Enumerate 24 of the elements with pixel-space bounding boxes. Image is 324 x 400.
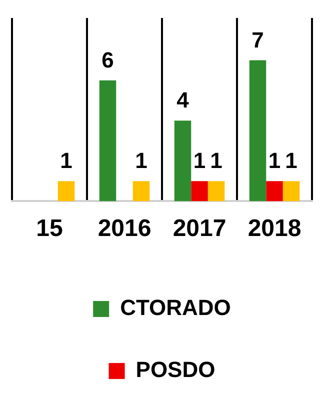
bar [99, 80, 116, 202]
data-label: 6 [102, 47, 114, 72]
data-label: 1 [268, 148, 281, 174]
bar [58, 181, 75, 202]
data-label: 1 [210, 148, 222, 174]
data-label: 1 [285, 148, 298, 174]
x-tick-label: 15 [36, 215, 63, 242]
data-label: 7 [252, 27, 264, 52]
x-tick-label: 2017 [172, 215, 226, 242]
x-tick-label: 2016 [98, 215, 152, 242]
bar [191, 181, 208, 202]
x-tick-label: 2018 [248, 215, 302, 242]
legend-label: CTORADO [120, 295, 231, 320]
data-label: 1 [60, 148, 72, 174]
bar [249, 60, 266, 202]
bar [132, 181, 150, 202]
bar [174, 120, 192, 202]
bar [266, 181, 283, 202]
bar [208, 181, 225, 202]
data-label: 4 [176, 88, 190, 113]
data-label: 1 [135, 148, 148, 174]
bar [282, 181, 300, 202]
legend-label: POSDO [136, 357, 216, 382]
data-label: 1 [193, 148, 206, 174]
